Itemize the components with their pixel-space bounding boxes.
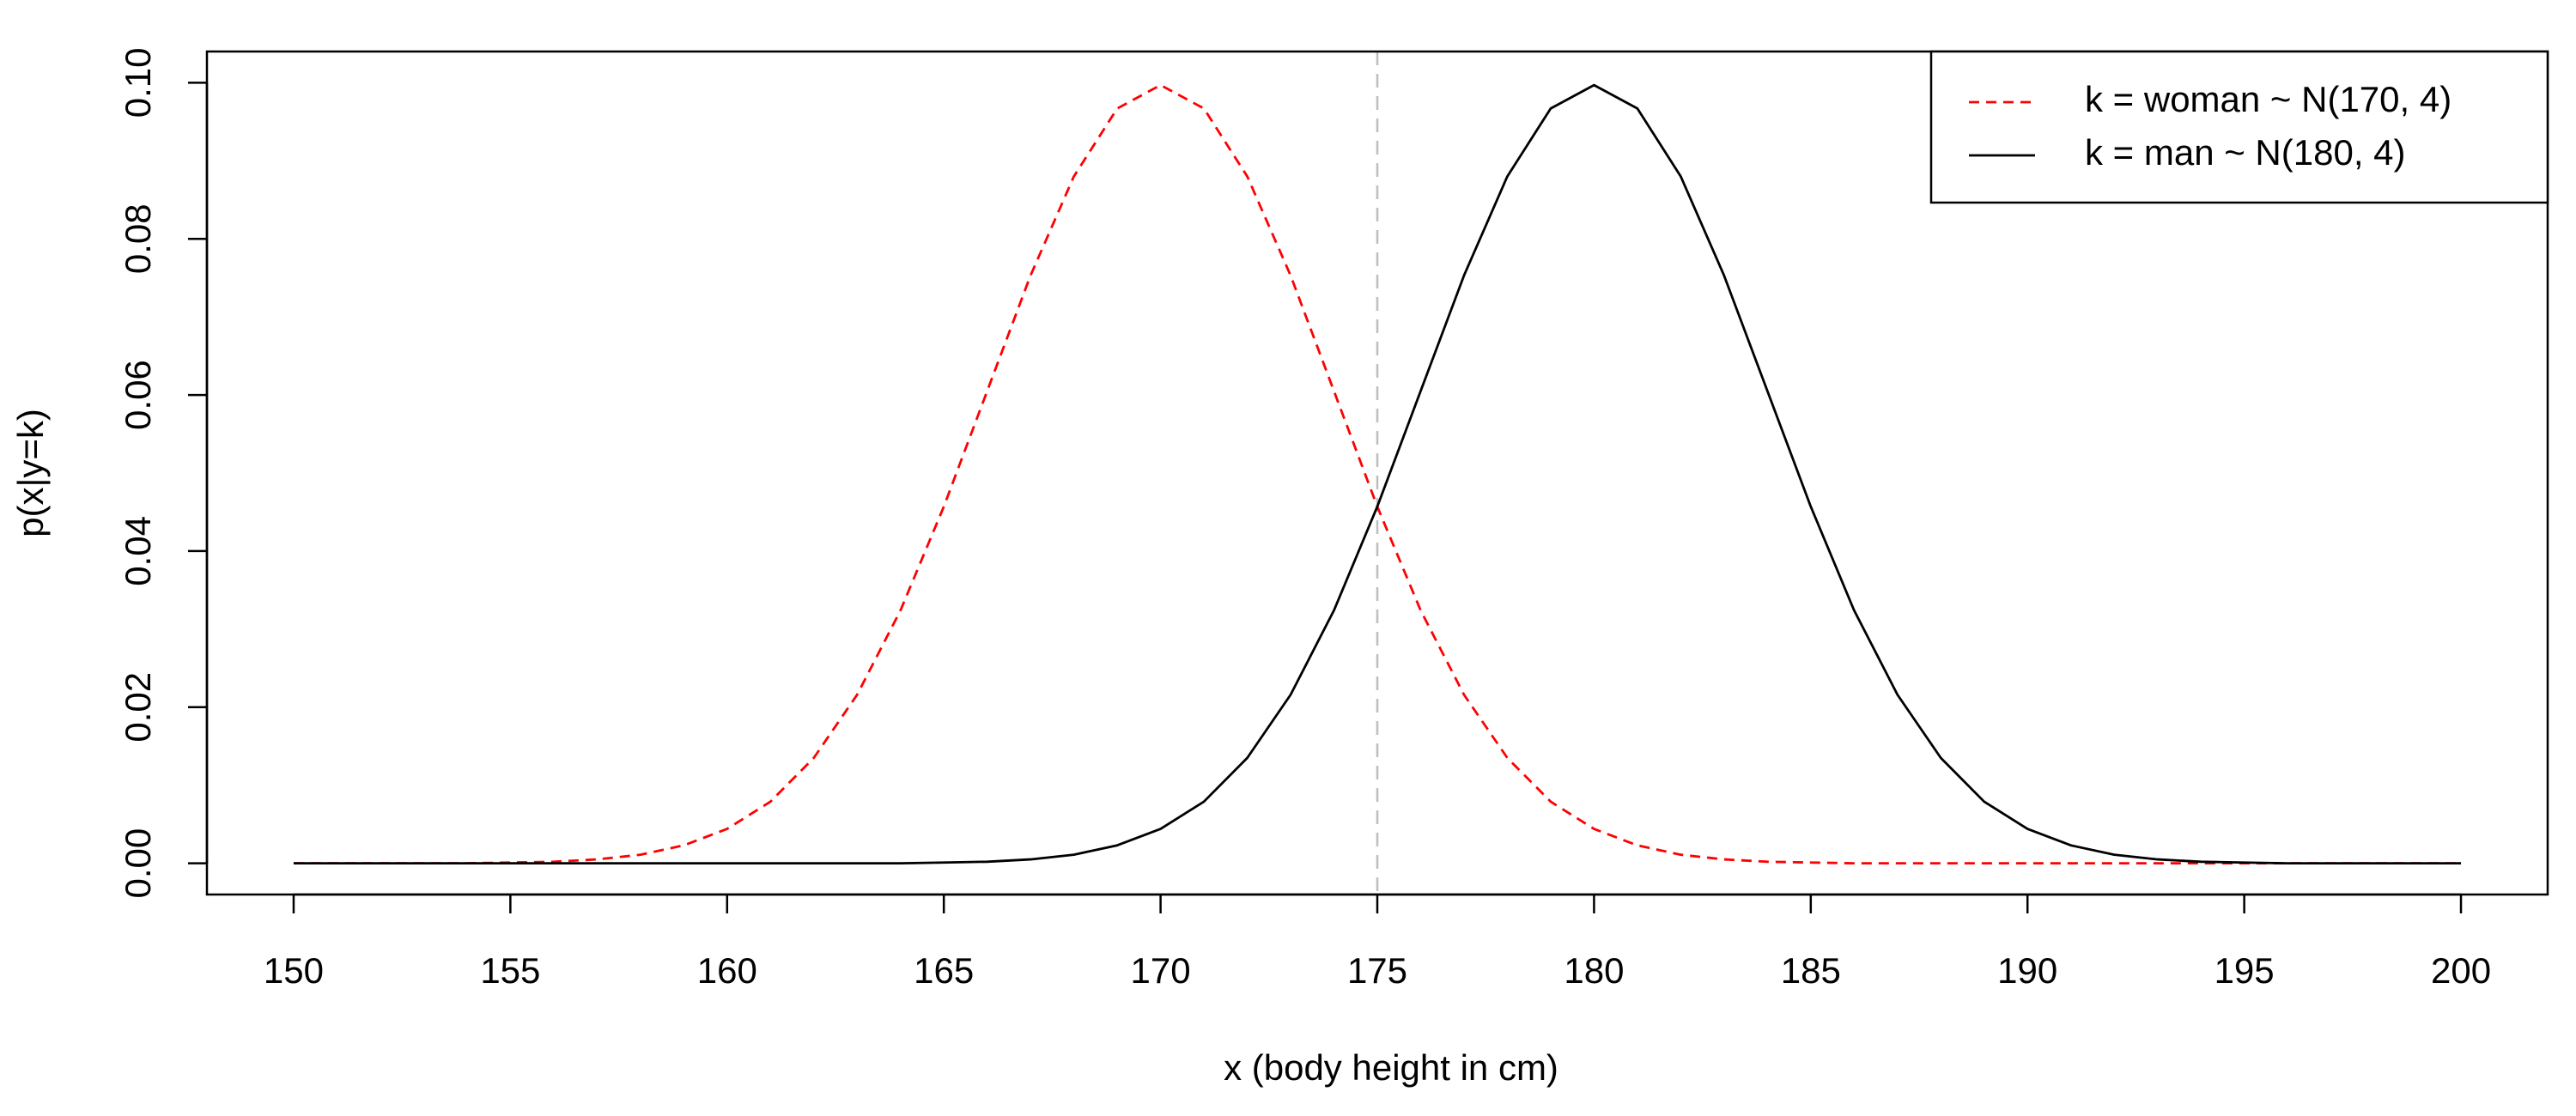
y-tick-label: 0.10 bbox=[118, 47, 158, 118]
x-tick-label: 190 bbox=[1997, 950, 2057, 991]
x-axis-label: x (body height in cm) bbox=[1224, 1047, 1558, 1088]
x-tick-label: 195 bbox=[2215, 950, 2275, 991]
y-tick-label: 0.04 bbox=[118, 516, 158, 586]
data-line bbox=[293, 83, 2462, 865]
x-tick-label: 170 bbox=[1131, 950, 1191, 991]
y-axis-label: p(x|y=k) bbox=[10, 409, 51, 537]
legend-label: k = woman ~ N(170, 4) bbox=[2085, 79, 2451, 119]
y-tick-label: 0.08 bbox=[118, 203, 158, 274]
x-tick-label: 185 bbox=[1781, 950, 1841, 991]
x-tick-label: 155 bbox=[480, 950, 540, 991]
y-tick-label: 0.00 bbox=[118, 828, 158, 899]
y-tick-label: 0.06 bbox=[118, 360, 158, 430]
y-tick-label: 0.02 bbox=[118, 672, 158, 743]
plot-frame bbox=[205, 50, 2549, 896]
x-tick-label: 175 bbox=[1347, 950, 1407, 991]
x-tick-label: 160 bbox=[697, 950, 757, 991]
x-tick-label: 180 bbox=[1564, 950, 1624, 991]
x-tick-label: 165 bbox=[914, 950, 974, 991]
x-tick-label: 200 bbox=[2431, 950, 2491, 991]
x-tick-label: 150 bbox=[264, 950, 324, 991]
legend-box bbox=[1929, 50, 2549, 204]
legend-label: k = man ~ N(180, 4) bbox=[2085, 132, 2406, 173]
